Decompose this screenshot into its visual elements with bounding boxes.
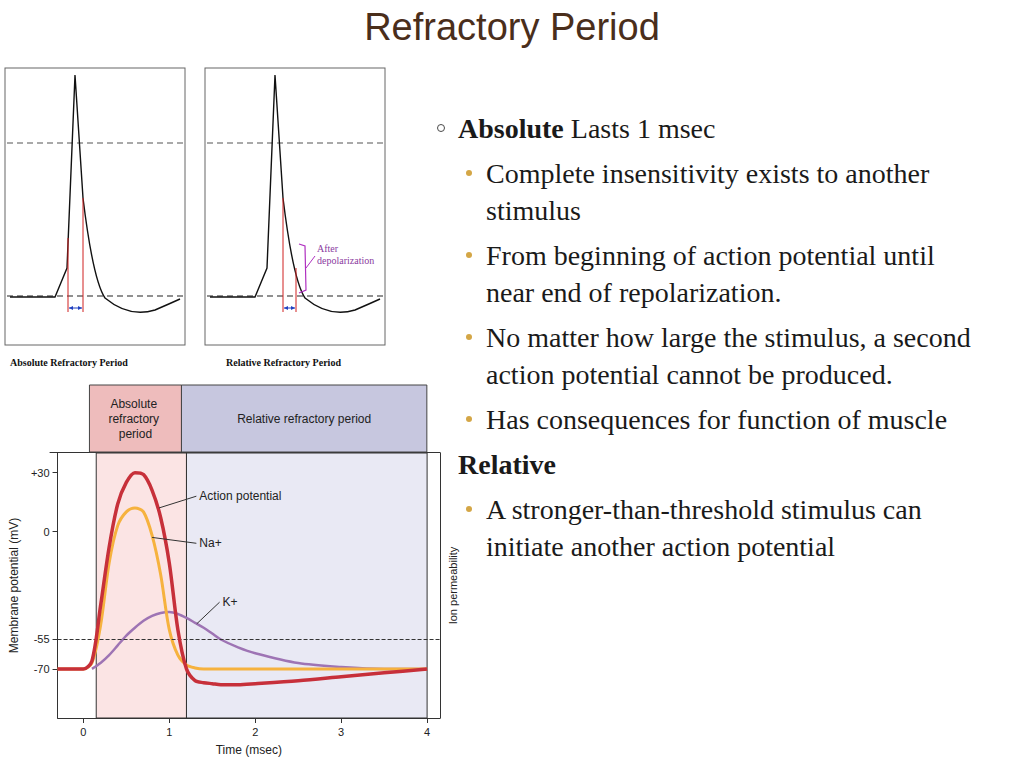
svg-text:Membrane potential (mV): Membrane potential (mV) <box>7 518 21 653</box>
html-text:Refractory Period: Refractory Period <box>364 6 660 48</box>
svg-text:+30: +30 <box>31 467 50 479</box>
html-text:Complete insensitivity exists: Complete insensitivity exists to another… <box>486 158 930 226</box>
svg-text:Absolute: Absolute <box>110 397 160 411</box>
svg-text:0: 0 <box>80 726 86 738</box>
svg-text:2: 2 <box>252 726 258 738</box>
html-text:Relative: Relative <box>458 449 556 480</box>
svg-text:1: 1 <box>166 726 172 738</box>
svg-text:Na+: Na+ <box>199 536 221 550</box>
svg-text:Time (msec): Time (msec) <box>216 743 282 757</box>
html-text:A stronger-than-threshold stim: A stronger-than-threshold stimulus can i… <box>486 494 922 562</box>
html-text:No matter how large the stimul: No matter how large the stimulus, a seco… <box>486 322 971 390</box>
html-text:Absolute Lasts 1 msec: Absolute Lasts 1 msec <box>458 113 716 144</box>
svg-text:Action potential: Action potential <box>199 489 281 503</box>
svg-text:-70: -70 <box>34 663 50 675</box>
svg-text:0: 0 <box>43 526 49 538</box>
svg-text:period: period <box>119 427 152 441</box>
svg-text:Ion permeability: Ion permeability <box>447 546 459 624</box>
svg-text:-55: -55 <box>34 633 50 645</box>
svg-text:Absolute Refractory Period: Absolute Refractory Period <box>10 357 128 368</box>
svg-text:refractory: refractory <box>108 412 162 426</box>
svg-text:depolarization: depolarization <box>317 255 374 266</box>
svg-text:Relative refractory period: Relative refractory period <box>237 412 371 426</box>
svg-text:After: After <box>317 243 339 254</box>
svg-text:Relative Refractory Period: Relative Refractory Period <box>226 357 341 368</box>
svg-text:4: 4 <box>424 726 430 738</box>
html-text:Has consequences for function: Has consequences for function of muscle <box>486 404 948 435</box>
svg-text:3: 3 <box>338 726 344 738</box>
svg-text:K+: K+ <box>223 595 238 609</box>
html-text:From beginning of action poten: From beginning of action potential until… <box>486 240 935 308</box>
